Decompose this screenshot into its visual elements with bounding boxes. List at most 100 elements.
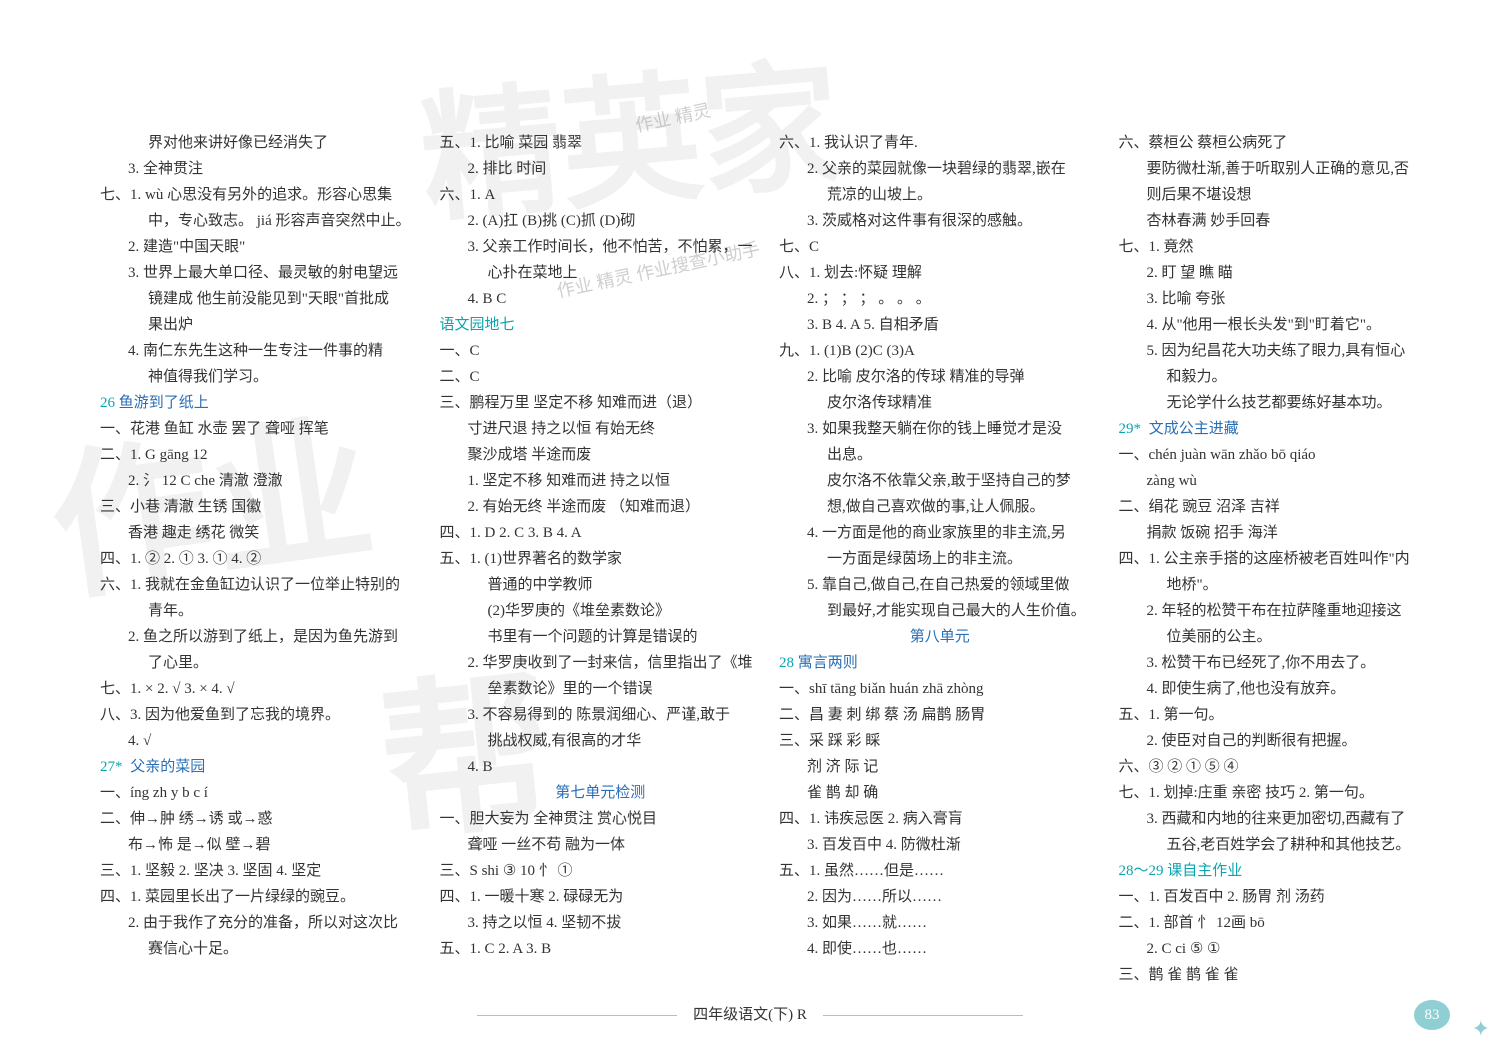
text-line: 界对他来讲好像已经消失了 <box>100 130 422 156</box>
text-line: 五、1. (1)世界著名的数学家 <box>440 546 762 572</box>
text-line: 3. 松赞干布已经死了,你不用去了。 <box>1119 650 1441 676</box>
text-line: 1. 坚定不移 知难而进 持之以恒 <box>440 468 762 494</box>
text-line: 四、1. 一暖十寒 2. 碌碌无为 <box>440 884 762 910</box>
text-line: 3. 持之以恒 4. 坚韧不拔 <box>440 910 762 936</box>
text-line: 2. 因为……所以…… <box>779 884 1101 910</box>
text-line: 四、1. 公主亲手搭的这座桥被老百姓叫作"内 <box>1119 546 1441 572</box>
text-line: 3. 如果我整天躺在你的钱上睡觉才是没 <box>779 416 1101 442</box>
text-line: 五、1. 第一句。 <box>1119 702 1441 728</box>
text-line: 二、1. G gāng 12 <box>100 442 422 468</box>
text-line: 2. 有始无终 半途而废 （知难而退） <box>440 494 762 520</box>
text-line: 八、1. 划去:怀疑 理解 <box>779 260 1101 286</box>
text-line: 一方面是绿茵场上的非主流。 <box>779 546 1101 572</box>
text-line: 2. 使臣对自己的判断很有把握。 <box>1119 728 1441 754</box>
text-line: 聋哑 一丝不苟 融为一体 <box>440 832 762 858</box>
text-line: 出息。 <box>779 442 1101 468</box>
text-line: 2. 父亲的菜园就像一块碧绿的翡翠,嵌在 <box>779 156 1101 182</box>
text-line: 中，专心致志。 jiá 形容声音突然中止。 <box>100 208 422 234</box>
text-line: 二、1. 部首 忄 12画 bō <box>1119 910 1441 936</box>
text-line: 3. 全神贯注 <box>100 156 422 182</box>
text-line: 三、鹊 雀 鹊 雀 雀 <box>1119 962 1441 988</box>
text-line: 三、鹏程万里 坚定不移 知难而进（退） <box>440 390 762 416</box>
text-line: 4. 从"他用一根长头发"到"盯着它"。 <box>1119 312 1441 338</box>
text-line: 四、1. D 2. C 3. B 4. A <box>440 520 762 546</box>
text-line: 青年。 <box>100 598 422 624</box>
text-line: 一、胆大妄为 全神贯注 赏心悦目 <box>440 806 762 832</box>
text-line: 六、1. 我认识了青年. <box>779 130 1101 156</box>
text-line: 一、íng zh y b c í <box>100 780 422 806</box>
page-content: 界对他来讲好像已经消失了3. 全神贯注七、1. wù 心思没有另外的追求。形容心… <box>0 0 1500 1028</box>
text-line: 一、1. 百发百中 2. 肠胃 剂 汤药 <box>1119 884 1441 910</box>
text-line: 3. 世界上最大单口径、最灵敏的射电望远 <box>100 260 422 286</box>
column-1: 界对他来讲好像已经消失了3. 全神贯注七、1. wù 心思没有另外的追求。形容心… <box>100 130 422 988</box>
text-line: 2. 氵 12 C che 清澈 澄澈 <box>100 468 422 494</box>
text-line: 神值得我们学习。 <box>100 364 422 390</box>
text-line: 寸进尺退 持之以恒 有始无终 <box>440 416 762 442</box>
text-line: 2. C ci ⑤ ① <box>1119 936 1441 962</box>
column-3: 六、1. 我认识了青年.2. 父亲的菜园就像一块碧绿的翡翠,嵌在荒凉的山坡上。3… <box>779 130 1101 988</box>
text-line: 地桥"。 <box>1119 572 1441 598</box>
text-line: 到最好,才能实现自己最大的人生价值。 <box>779 598 1101 624</box>
text-line: 五、1. C 2. A 3. B <box>440 936 762 962</box>
text-line: 3. 如果……就…… <box>779 910 1101 936</box>
text-line: 三、小巷 清澈 生锈 国徽 <box>100 494 422 520</box>
text-line: 无论学什么技艺都要练好基本功。 <box>1119 390 1441 416</box>
text-line: 3. 西藏和内地的往来更加密切,西藏有了 <box>1119 806 1441 832</box>
text-line: 香港 趣走 绣花 微笑 <box>100 520 422 546</box>
text-line: 聚沙成塔 半途而废 <box>440 442 762 468</box>
text-line: 荒凉的山坡上。 <box>779 182 1101 208</box>
text-line: 果出炉 <box>100 312 422 338</box>
text-line: 2. 年轻的松赞干布在拉萨隆重地迎接这 <box>1119 598 1441 624</box>
text-line: 捐款 饭碗 招手 海洋 <box>1119 520 1441 546</box>
text-line: 镜建成 他生前没能见到"天眼"首批成 <box>100 286 422 312</box>
text-line: 二、绢花 豌豆 沼泽 吉祥 <box>1119 494 1441 520</box>
text-line: 七、1. wù 心思没有另外的追求。形容心思集 <box>100 182 422 208</box>
text-line: 5. 因为纪昌花大功夫练了眼力,具有恒心 <box>1119 338 1441 364</box>
text-line: 3. 茨威格对这件事有很深的感触。 <box>779 208 1101 234</box>
text-line: 28 寓言两则 <box>779 650 1101 676</box>
text-line: zàng wù <box>1119 468 1441 494</box>
text-line: 雀 鹊 却 确 <box>779 780 1101 806</box>
text-line: 3. B 4. A 5. 自相矛盾 <box>779 312 1101 338</box>
text-line: 三、采 踩 彩 睬 <box>779 728 1101 754</box>
text-line: 一、chén juàn wān zhǎo bō qiáo <box>1119 442 1441 468</box>
text-line: 3. 比喻 夸张 <box>1119 286 1441 312</box>
text-line: 4. 即使生病了,他也没有放弃。 <box>1119 676 1441 702</box>
text-line: 2. 比喻 皮尔洛的传球 精准的导弹 <box>779 364 1101 390</box>
text-line: 五、1. 比喻 菜园 翡翠 <box>440 130 762 156</box>
text-line: 4. B C <box>440 286 762 312</box>
text-line: 位美丽的公主。 <box>1119 624 1441 650</box>
text-line: 三、S shi ③ 10 忄 ① <box>440 858 762 884</box>
text-line: 第七单元检测 <box>440 780 762 806</box>
text-line: 书里有一个问题的计算是错误的 <box>440 624 762 650</box>
text-line: 语文园地七 <box>440 312 762 338</box>
text-line: (2)华罗庚的《堆垒素数论》 <box>440 598 762 624</box>
text-line: 六、1. A <box>440 182 762 208</box>
text-line: 2. 排比 时间 <box>440 156 762 182</box>
text-line: 垒素数论》里的一个错误 <box>440 676 762 702</box>
text-line: 要防微杜渐,善于听取别人正确的意见,否 <box>1119 156 1441 182</box>
text-line: 七、1. × 2. √ 3. × 4. √ <box>100 676 422 702</box>
text-line: 心扑在菜地上 <box>440 260 762 286</box>
text-line: 皮尔洛传球精准 <box>779 390 1101 416</box>
text-line: 和毅力。 <box>1119 364 1441 390</box>
text-line: 2. 建造"中国天眼" <box>100 234 422 260</box>
text-line: 4. 即使……也…… <box>779 936 1101 962</box>
text-line: 四、1. 讳疾忌医 2. 病入膏肓 <box>779 806 1101 832</box>
text-line: 5. 靠自己,做自己,在自己热爱的领域里做 <box>779 572 1101 598</box>
text-line: 皮尔洛不依靠父亲,敢于坚持自己的梦 <box>779 468 1101 494</box>
text-line: 4. √ <box>100 728 422 754</box>
text-line: 九、1. (1)B (2)C (3)A <box>779 338 1101 364</box>
text-line: 七、1. 划掉:庄重 亲密 技巧 2. 第一句。 <box>1119 780 1441 806</box>
text-line: 四、1. ② 2. ① 3. ① 4. ② <box>100 546 422 572</box>
text-line: 2. ； ； ； 。 。 。 <box>779 286 1101 312</box>
text-line: 布→怖 是→似 壁→碧 <box>100 832 422 858</box>
text-line: 则后果不堪设想 <box>1119 182 1441 208</box>
column-4: 六、蔡桓公 蔡桓公病死了要防微杜渐,善于听取别人正确的意见,否则后果不堪设想杏林… <box>1119 130 1441 988</box>
text-line: 2. (A)扛 (B)挑 (C)抓 (D)砌 <box>440 208 762 234</box>
text-line: 二、C <box>440 364 762 390</box>
text-line: 27* 父亲的菜园 <box>100 754 422 780</box>
text-line: 七、C <box>779 234 1101 260</box>
text-line: 普通的中学教师 <box>440 572 762 598</box>
text-line: 3. 不容易得到的 陈景润细心、严谨,敢于 <box>440 702 762 728</box>
